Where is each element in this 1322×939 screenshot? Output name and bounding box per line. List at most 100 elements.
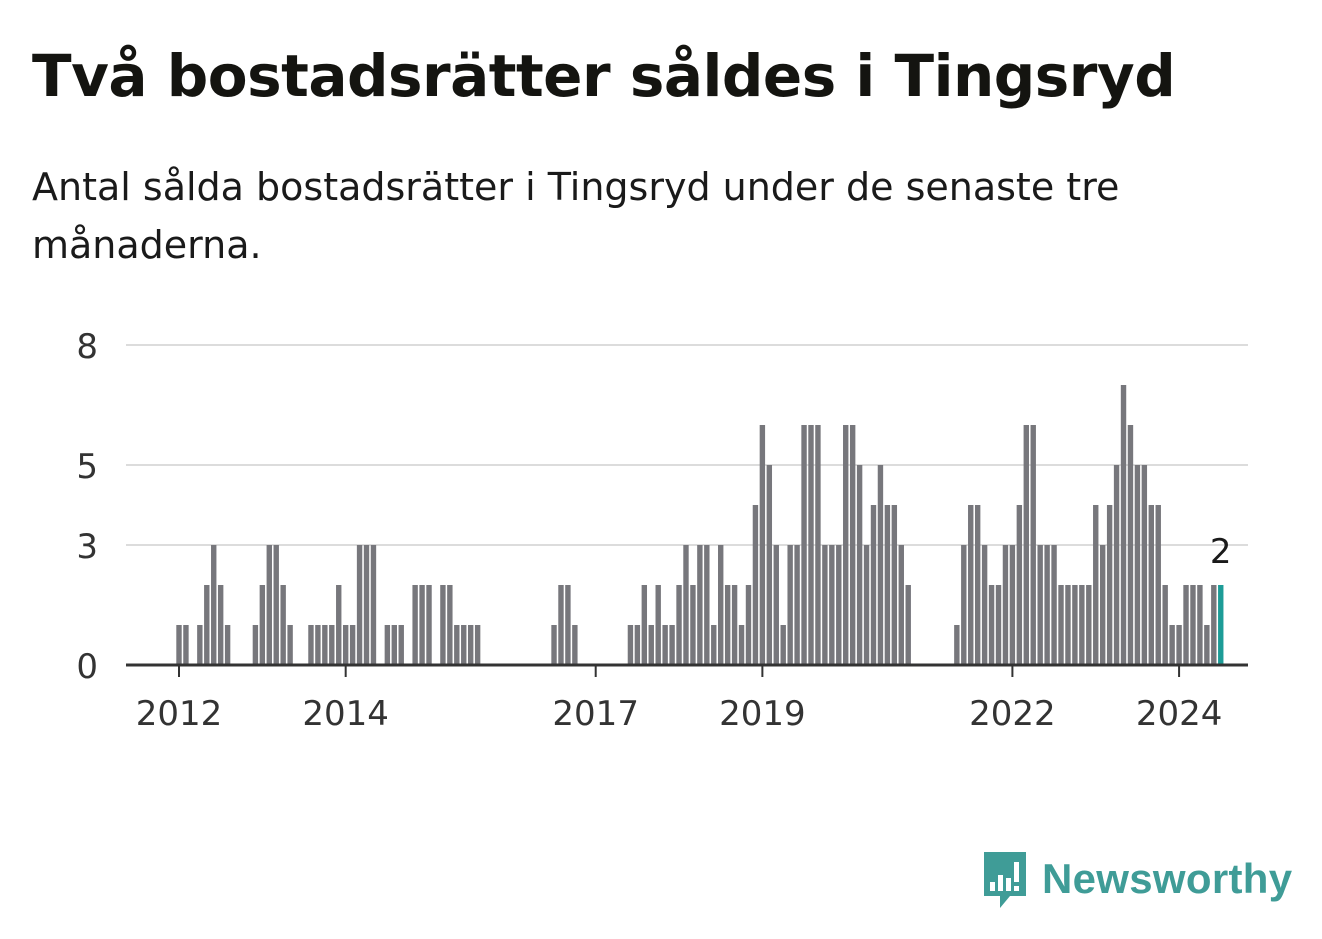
bar (1141, 465, 1148, 665)
bars (176, 385, 1224, 665)
bar (995, 585, 1002, 665)
bar (308, 625, 314, 665)
bar (1093, 505, 1099, 665)
bar (718, 545, 724, 665)
bar (329, 625, 335, 665)
bar (1072, 585, 1078, 665)
bar (905, 585, 911, 665)
newsworthy-chat-bar-icon (984, 852, 1026, 908)
bar (259, 585, 266, 665)
x-tick-label: 2014 (302, 694, 389, 734)
bar (954, 625, 960, 665)
bar (1183, 585, 1189, 665)
bar (856, 465, 863, 665)
bar (183, 625, 189, 665)
bar (461, 625, 467, 665)
x-axis-ticks: 2012 2014 2017 2019 2022 2024 (136, 665, 1222, 734)
bar (572, 625, 578, 665)
bar (891, 505, 898, 665)
bar (391, 625, 397, 665)
y-tick-label: 8 (76, 327, 98, 367)
bar (794, 545, 800, 665)
bar (1058, 585, 1064, 665)
x-tick-label: 2012 (136, 694, 223, 734)
bar (669, 625, 675, 665)
bar (440, 585, 446, 665)
x-tick-label: 2019 (719, 694, 806, 734)
bar (836, 545, 842, 665)
bar (204, 585, 210, 665)
highlighted-bar (1218, 585, 1224, 665)
bar (1051, 545, 1057, 665)
bar (801, 425, 807, 665)
bar (1211, 585, 1217, 665)
bar (683, 545, 689, 665)
bar (641, 585, 648, 665)
bar (863, 545, 870, 665)
bar (724, 585, 731, 665)
bar (1023, 425, 1029, 665)
bar (822, 545, 828, 665)
bar (711, 625, 717, 665)
y-tick-label: 5 (76, 447, 98, 487)
bar (1079, 585, 1085, 665)
bar (252, 625, 259, 665)
bar (1155, 505, 1161, 665)
bar (1099, 545, 1106, 665)
bar (467, 625, 474, 665)
bar (322, 625, 328, 665)
bar (1169, 625, 1175, 665)
brand-name: Newsworthy (1042, 855, 1293, 902)
bar (773, 545, 779, 665)
bar (1127, 425, 1134, 665)
bar (697, 545, 703, 665)
bar (558, 585, 564, 665)
bar (211, 545, 217, 665)
bar (988, 585, 995, 665)
highlight-value-label: 2 (1210, 532, 1232, 572)
bar (1037, 545, 1043, 665)
bar (815, 425, 821, 665)
bar (197, 625, 203, 665)
bar (1113, 465, 1120, 665)
bar (426, 585, 432, 665)
bar (273, 545, 279, 665)
bar (1176, 625, 1182, 665)
bar (1044, 545, 1050, 665)
bar (176, 625, 182, 665)
bar (634, 625, 641, 665)
bar (870, 505, 877, 665)
bar (447, 585, 453, 665)
bar (565, 585, 571, 665)
bar (412, 585, 418, 665)
bar (224, 625, 231, 665)
bar (1162, 585, 1168, 665)
y-axis-tick-labels: 0 3 5 8 (76, 327, 98, 687)
bar (370, 545, 377, 665)
bar (759, 425, 766, 665)
bar (961, 545, 967, 665)
bar (356, 545, 363, 665)
y-tick-label: 0 (76, 647, 98, 687)
bar (655, 585, 661, 665)
bar (384, 625, 391, 665)
bar (898, 545, 904, 665)
bar (690, 585, 696, 665)
bar (704, 545, 710, 665)
bar (877, 465, 884, 665)
bar (1009, 545, 1016, 665)
bar (266, 545, 272, 665)
bar (1106, 505, 1113, 665)
bar (1204, 625, 1210, 665)
chart-subtitle: Antal sålda bostadsrätter i Tingsryd und… (32, 165, 1120, 267)
bar (1002, 545, 1009, 665)
bar (829, 545, 835, 665)
chart-title: Två bostadsrätter såldes i Tingsryd (32, 42, 1176, 110)
annotations: 2 (1210, 532, 1232, 572)
bar (1086, 585, 1092, 665)
bar (843, 425, 849, 665)
bar (766, 465, 773, 665)
bar (454, 625, 460, 665)
bar (648, 625, 654, 665)
